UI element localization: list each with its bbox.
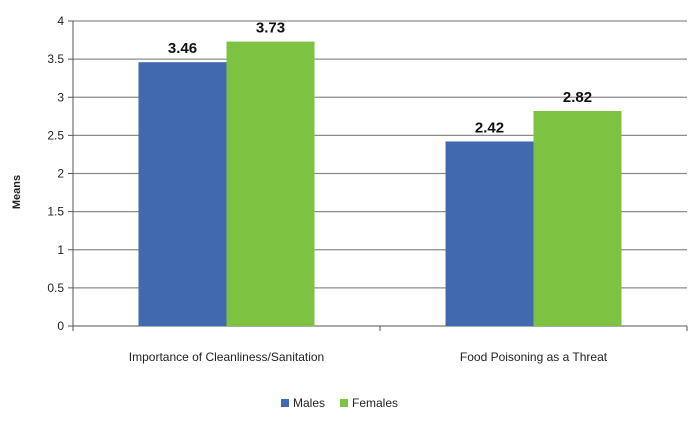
y-tick-label: 4	[57, 14, 64, 28]
y-tick-label: 1	[57, 243, 64, 257]
bar-males	[445, 141, 534, 326]
y-axis-title: Means	[11, 175, 23, 209]
y-tick-label: 0.5	[47, 281, 64, 295]
y-tick-label: 2	[57, 167, 64, 181]
y-tick-label: 3.5	[47, 52, 64, 66]
y-tick-label: 1.5	[47, 205, 64, 219]
y-tick-label: 3	[57, 90, 64, 104]
y-tick-label: 2.5	[47, 128, 64, 142]
legend-label-males: Males	[293, 396, 325, 410]
legend-swatch-males	[281, 399, 289, 407]
bar-males	[138, 62, 227, 327]
bars	[138, 41, 622, 327]
bar-females	[533, 110, 622, 326]
legend: Males Females	[281, 396, 398, 410]
x-category-label: Food Poisoning as a Threat	[460, 350, 608, 364]
data-labels: 3.46 3.73 2.42 2.82	[168, 20, 592, 137]
data-label: 3.73	[256, 20, 285, 37]
data-label: 3.46	[168, 40, 197, 57]
data-label: 2.82	[563, 89, 592, 106]
y-tick-label: 0	[57, 319, 64, 333]
bar-females	[226, 41, 315, 327]
legend-swatch-females	[340, 399, 348, 407]
x-category-label: Importance of Cleanliness/Sanitation	[129, 350, 324, 364]
legend-label-females: Females	[352, 396, 398, 410]
data-label: 2.42	[475, 119, 504, 136]
